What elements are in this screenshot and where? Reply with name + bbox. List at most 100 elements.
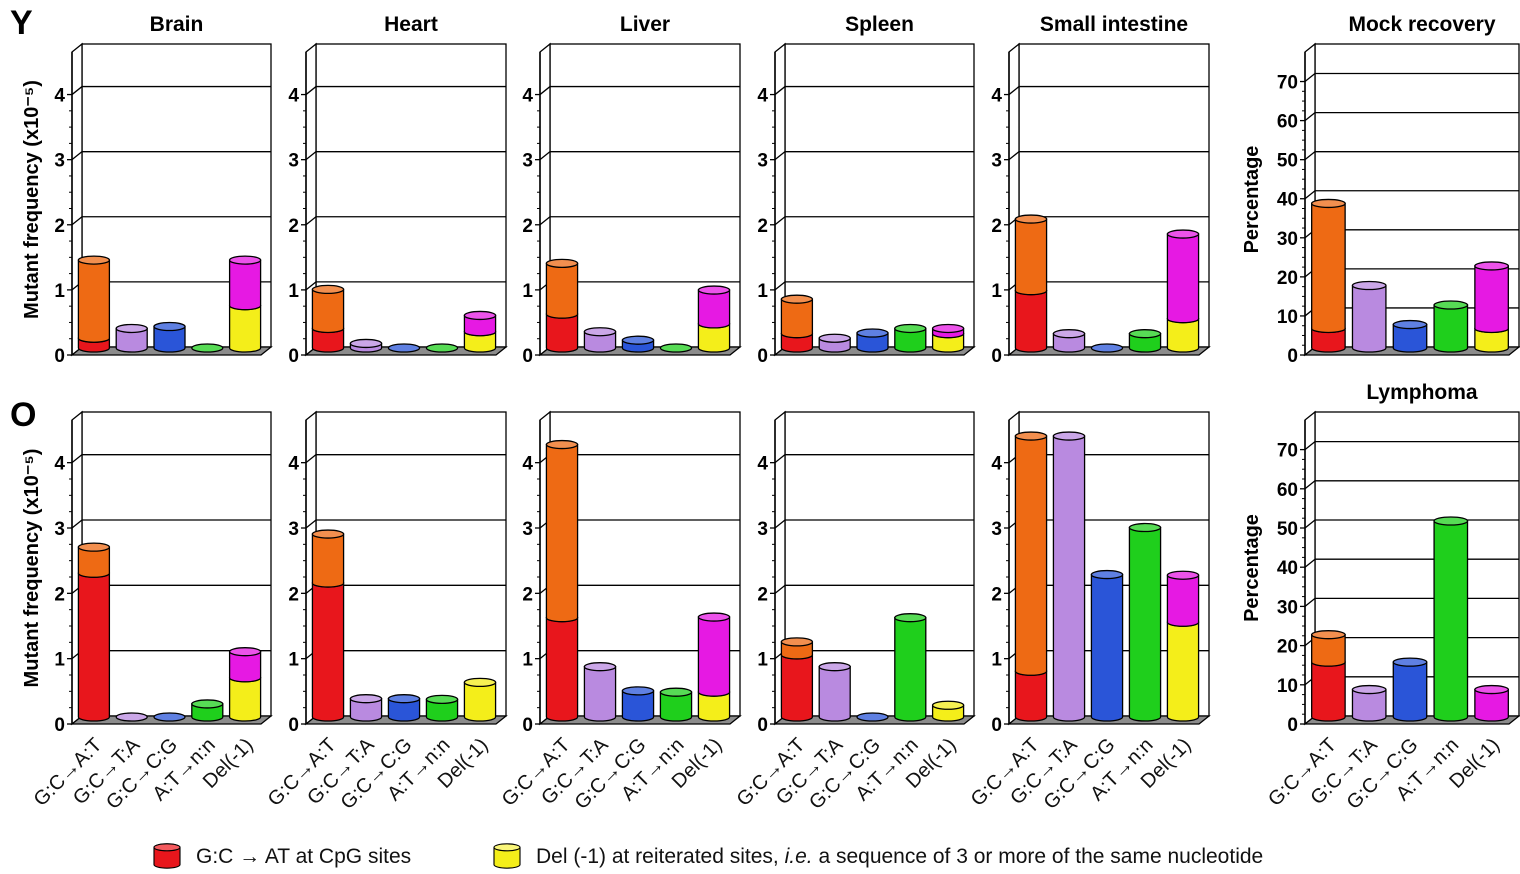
y-tick-label: 1 xyxy=(991,650,1002,671)
bar-5 xyxy=(463,677,497,722)
bar-2 xyxy=(115,712,148,722)
bar-segment-green xyxy=(894,327,927,353)
y-tick-label: 10 xyxy=(1277,676,1298,697)
bar-2 xyxy=(583,662,617,722)
bar-3 xyxy=(387,343,421,353)
bar-5 xyxy=(1166,229,1200,353)
bar-segment-yellow xyxy=(931,333,965,353)
y-tick-label: 70 xyxy=(1277,73,1298,94)
bar-cap-orange xyxy=(1311,198,1346,209)
chart-title: Small intestine xyxy=(1040,13,1188,36)
gridline-side xyxy=(774,151,786,161)
bar-cap-blue xyxy=(856,712,889,722)
bar-segment-orange xyxy=(1014,218,1048,296)
y-tick-label: 1 xyxy=(522,650,533,671)
bar-segment-orange xyxy=(311,288,345,334)
bar-segment-green xyxy=(659,691,693,722)
gridline-side xyxy=(774,216,786,226)
bar-segment-green xyxy=(1433,520,1469,722)
legend-del-suffix: a sequence of 3 or more of the same nucl… xyxy=(812,845,1264,868)
gridline-side xyxy=(71,216,83,226)
y-axis-label: Mutant frequency (x10⁻⁵) xyxy=(21,80,43,319)
y-tick-label: 2 xyxy=(54,584,65,605)
legend-label-cpg: G:C → AT at CpG sites xyxy=(196,845,412,868)
bar-cap-orange xyxy=(311,284,345,295)
bar-segment-magenta xyxy=(697,616,731,697)
bar-1 xyxy=(1014,214,1048,353)
bar-cap-blue xyxy=(1090,343,1124,353)
gridline-side xyxy=(1304,441,1316,451)
chart-title: Mock recovery xyxy=(1348,13,1495,36)
bar-segment-blue xyxy=(856,332,889,353)
bar-cap-green xyxy=(425,694,459,705)
gridline-side xyxy=(305,151,317,161)
bar-4 xyxy=(1128,329,1162,353)
y-tick-label: 4 xyxy=(757,454,768,475)
bar-4 xyxy=(425,343,459,353)
bar-cap-orange xyxy=(77,255,111,265)
bar-cap-magenta xyxy=(1474,684,1509,695)
y-tick-label: 3 xyxy=(522,151,533,172)
bar-cap-lavender xyxy=(1052,329,1086,339)
bar-cap-green xyxy=(1128,522,1162,533)
bar-cap-blue xyxy=(387,343,421,353)
bar-4 xyxy=(659,687,693,722)
y-tick-label: 20 xyxy=(1277,268,1298,289)
y-tick-label: 4 xyxy=(757,86,768,107)
y-tick-label: 0 xyxy=(991,346,1002,367)
y-tick-label: 40 xyxy=(1277,558,1298,579)
bar-cap-blue xyxy=(153,712,186,722)
y-axis-label: Percentage xyxy=(1241,146,1263,254)
bar-segment-red xyxy=(311,327,345,353)
bar-cap-blue xyxy=(856,328,889,338)
chart-title: Brain xyxy=(150,13,204,36)
bar-3 xyxy=(153,712,186,722)
bar-5 xyxy=(931,700,965,722)
y-tick-label: 4 xyxy=(54,454,65,475)
bar-4 xyxy=(1433,300,1469,353)
gridline-side xyxy=(1304,558,1316,568)
bar-4 xyxy=(191,699,224,722)
bar-cap-green xyxy=(191,343,224,353)
bar-segment-yellow xyxy=(463,331,497,353)
bar-4 xyxy=(894,613,927,722)
gridline-side xyxy=(305,86,317,96)
y-tick-label: 1 xyxy=(288,281,299,302)
bar-segment-red xyxy=(1311,661,1346,722)
bar-segment-lavender xyxy=(1052,333,1086,353)
chart-title: Liver xyxy=(620,13,670,36)
bar-cap-orange xyxy=(780,294,814,304)
y-tick-label: 3 xyxy=(991,519,1002,540)
bar-segment-red xyxy=(77,572,111,722)
bar-cap-green xyxy=(1128,329,1162,339)
bar-segment-yellow xyxy=(463,681,497,722)
bar-segment-orange xyxy=(311,533,345,588)
y-tick-label: 3 xyxy=(757,519,768,540)
chart-panel-6: 0 10 20 30 40 50 60 70 Mock recovery Percentage xyxy=(1241,13,1520,367)
gridline-side xyxy=(305,216,317,226)
bar-5 xyxy=(228,255,262,353)
bar-4 xyxy=(894,323,927,353)
bar-cap-green xyxy=(425,343,459,353)
bar-segment-yellow xyxy=(697,323,731,353)
bar-cap-green xyxy=(659,687,693,697)
bar-cap-blue xyxy=(1090,569,1124,580)
gridline-side xyxy=(1304,519,1316,529)
bar-segment-orange xyxy=(780,641,814,660)
bar-segment-magenta xyxy=(1166,233,1200,324)
chart-title: Lymphoma xyxy=(1366,381,1478,404)
y-tick-label: 3 xyxy=(288,151,299,172)
bar-2 xyxy=(1351,684,1387,722)
gridline-side xyxy=(1304,480,1316,490)
plot-back-wall xyxy=(784,43,975,348)
bar-cap-green xyxy=(659,343,693,353)
bar-3 xyxy=(856,328,889,353)
plot-back-wall xyxy=(315,43,507,348)
gridline-side xyxy=(774,86,786,96)
bar-cap-green xyxy=(894,613,927,623)
gridline-side xyxy=(1008,86,1020,96)
y-tick-label: 3 xyxy=(54,519,65,540)
bar-3 xyxy=(153,321,186,353)
bar-cap-blue xyxy=(1392,657,1428,667)
